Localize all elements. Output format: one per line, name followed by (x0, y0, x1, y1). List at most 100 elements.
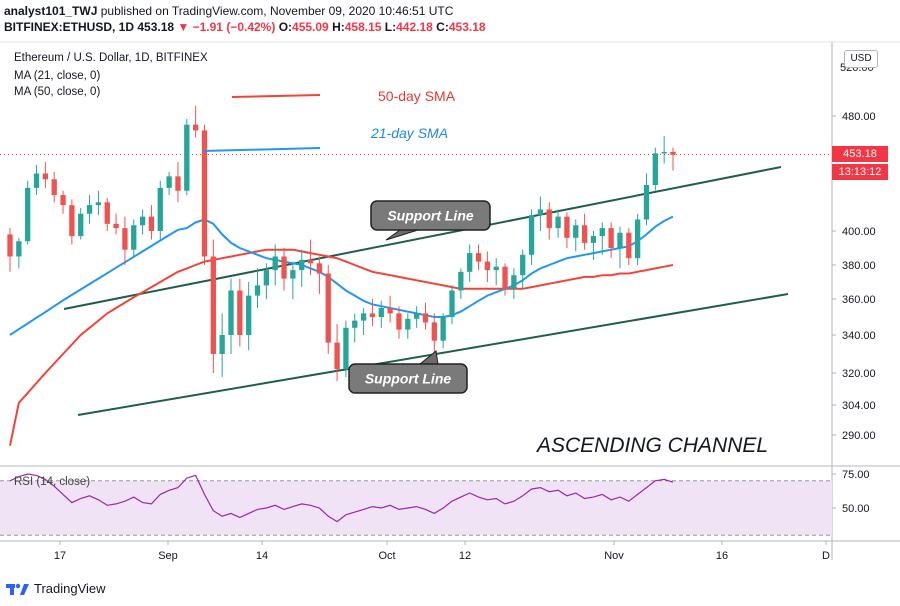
candle-body (343, 327, 349, 370)
candle (590, 231, 597, 260)
high-label: H: (332, 20, 345, 34)
candle (670, 147, 676, 171)
candle (449, 285, 455, 325)
candle (272, 244, 278, 286)
candle (573, 219, 579, 252)
rsi-line (9, 473, 674, 523)
symbol-change: ▼ −1.91 (−0.42%) (177, 20, 276, 34)
candle-body (405, 318, 411, 330)
candle-body (555, 216, 561, 229)
y-tick-label: 360.00 (842, 294, 876, 306)
candle-body (325, 273, 331, 343)
ma21-line (9, 215, 674, 336)
symbol-price: 453.18 (137, 20, 175, 34)
candle-body (69, 205, 75, 237)
candle (192, 105, 199, 138)
candle-body (440, 317, 446, 341)
candle (237, 278, 243, 347)
sma21-annotation-label: 21-day SMA (370, 125, 448, 141)
candle (148, 205, 155, 240)
candle-body (484, 261, 491, 271)
candle-body (369, 313, 376, 317)
candle (69, 199, 75, 245)
x-tick-label: 14 (256, 550, 268, 562)
open-value: 455.09 (292, 20, 329, 34)
candle (139, 209, 146, 235)
y-tick-label: 304.00 (842, 400, 876, 412)
last-price-tag: 453.18 (832, 146, 888, 162)
candle (422, 302, 429, 330)
open-label: O: (278, 20, 293, 34)
candle-body (493, 266, 499, 271)
x-tick-label: 12 (459, 550, 471, 562)
candle-body (254, 285, 261, 296)
candle-body (528, 215, 535, 255)
currency-button[interactable]: USD (844, 50, 878, 68)
candle (661, 136, 667, 164)
candle-body (378, 308, 384, 317)
candle (201, 124, 208, 265)
candle (617, 226, 623, 269)
candle-body (95, 202, 102, 206)
candle (360, 308, 367, 335)
candle-body (157, 187, 163, 231)
candle-body (16, 241, 22, 257)
candle-body (458, 271, 464, 291)
candle (467, 244, 473, 282)
candle (555, 209, 561, 238)
candle-body (661, 151, 667, 154)
y-tick-label: 400.00 (842, 226, 876, 238)
candle (299, 249, 305, 288)
candle-body (51, 179, 57, 196)
candle-body (237, 290, 243, 335)
candle-body (431, 322, 437, 341)
candle (413, 306, 420, 328)
countdown-tag: 13:13:12 (832, 164, 888, 180)
candle (281, 248, 287, 291)
candle (33, 164, 40, 196)
candle (378, 300, 384, 328)
low-value: 442.18 (396, 20, 433, 34)
tradingview-logo-icon (6, 583, 29, 595)
ma50-legend[interactable]: MA (50, close, 0) (14, 86, 101, 98)
candle-body (608, 228, 614, 248)
candle (634, 213, 641, 265)
rsi-band (0, 480, 832, 536)
candle-body (78, 213, 84, 237)
candle-body (475, 253, 482, 262)
candle-body (166, 176, 172, 188)
footer-brand[interactable]: TradingView (6, 580, 106, 596)
x-tick-label: D (822, 550, 830, 562)
support-line-lower-callout-label: Support Line (365, 371, 452, 387)
ma21-legend[interactable]: MA (21, close, 0) (14, 70, 101, 82)
y-tick-label: 480.00 (842, 111, 876, 123)
candle (352, 313, 358, 343)
candle (537, 196, 544, 231)
high-value: 458.15 (344, 20, 382, 34)
candle-body (413, 313, 420, 319)
candle (157, 180, 163, 240)
rsi-legend[interactable]: RSI (14, close) (14, 476, 91, 488)
candle (7, 228, 13, 272)
candle (564, 212, 570, 248)
candle (387, 295, 393, 323)
y-tick-label: 380.00 (842, 260, 876, 272)
support-line-upper-callout-box (370, 200, 491, 231)
rsi-tick-label: 75.00 (842, 469, 870, 481)
author-name[interactable]: analyst101_TWJ (4, 4, 98, 18)
symbol-name: BITFINEX:ETHUSD, 1D (4, 20, 135, 34)
candle (246, 282, 252, 351)
sma21-annotation-line (202, 147, 321, 152)
candle (254, 268, 261, 308)
candle (608, 222, 614, 259)
candle (511, 268, 517, 299)
candle (396, 306, 402, 339)
candle-body (299, 259, 305, 271)
candle (104, 197, 110, 231)
candle-body (334, 342, 340, 370)
candle (431, 313, 437, 354)
candle-body (42, 173, 49, 180)
candle-body (228, 290, 234, 335)
candle-body (564, 216, 570, 238)
